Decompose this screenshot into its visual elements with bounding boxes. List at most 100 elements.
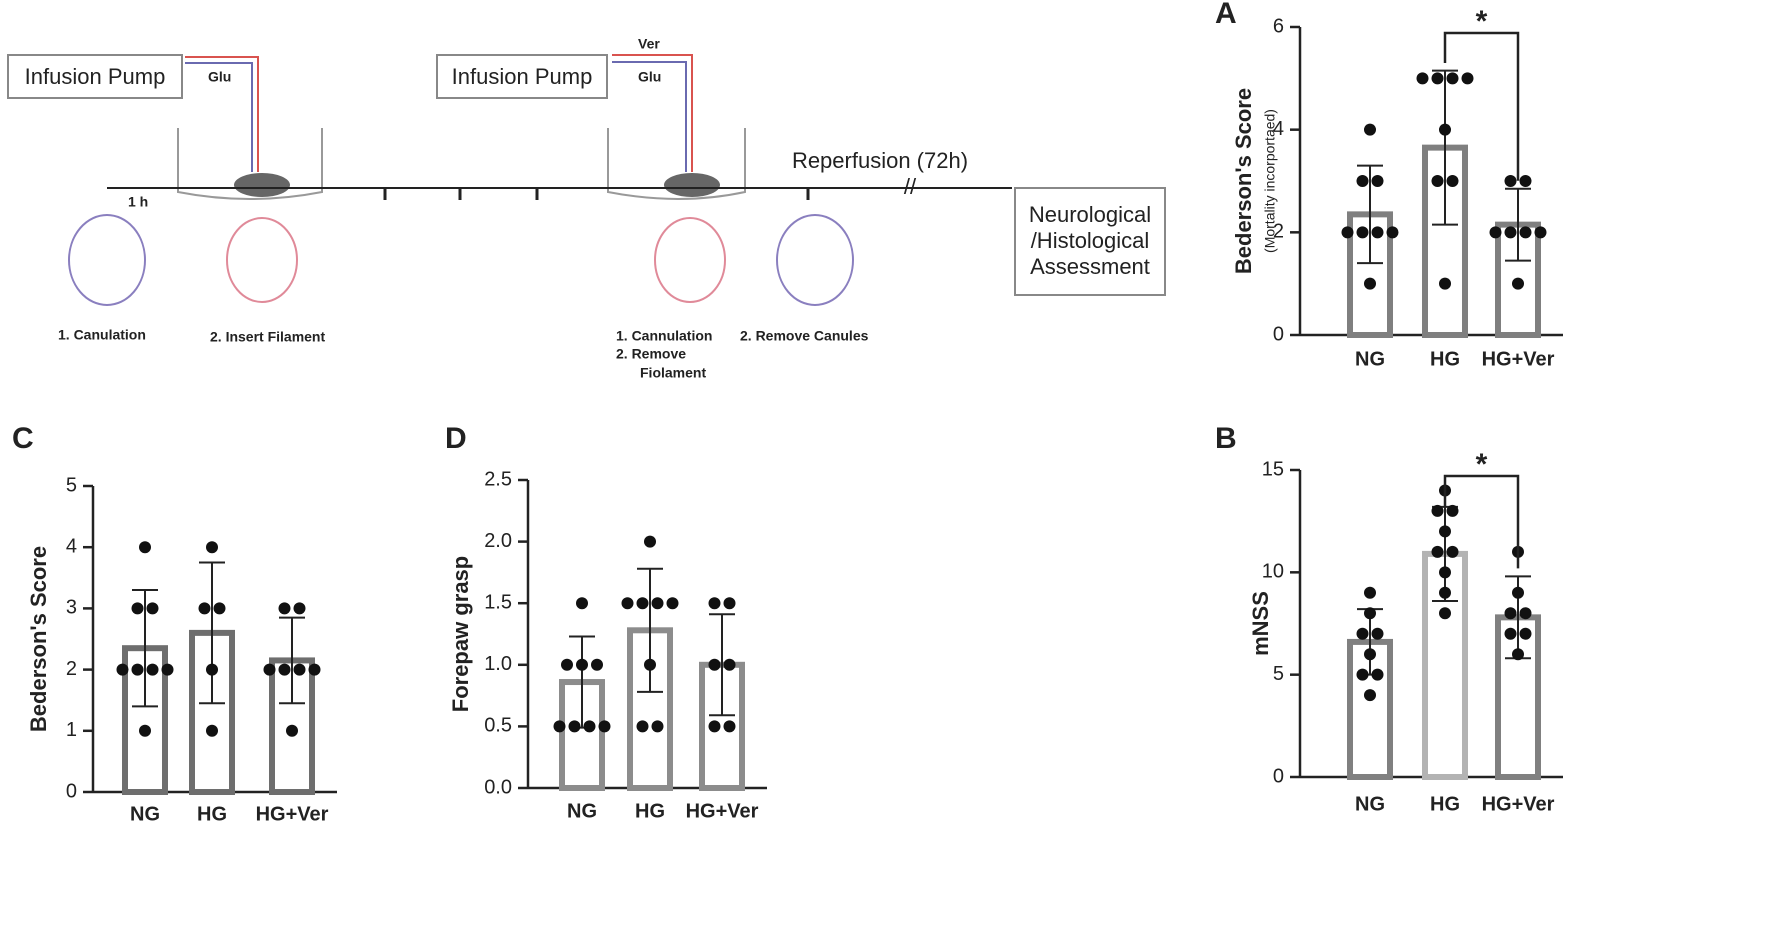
data-point <box>1431 72 1444 85</box>
y-tick-label: 1.5 <box>484 591 512 613</box>
data-point <box>553 720 566 733</box>
pump-box <box>436 54 608 99</box>
label: Neurological <box>1029 202 1151 227</box>
data-point <box>206 724 218 737</box>
y-tick-label: 5 <box>1273 663 1284 685</box>
x-tick-label: HG+Ver <box>1482 793 1555 815</box>
data-point <box>723 597 736 610</box>
data-point <box>1371 226 1384 239</box>
data-point <box>1519 607 1532 620</box>
data-point <box>576 597 588 610</box>
data-point <box>1371 627 1384 640</box>
data-point <box>198 602 211 615</box>
label: 1. Canulation <box>58 327 146 343</box>
label: Reperfusion (72h) <box>792 148 968 173</box>
data-point <box>1446 545 1459 558</box>
data-point <box>139 724 151 737</box>
error-bar <box>637 567 663 693</box>
data-point <box>1371 175 1384 187</box>
data-point <box>1356 175 1369 187</box>
brain <box>226 217 298 303</box>
data-point <box>1356 226 1369 239</box>
significance-label: * <box>1476 448 1488 481</box>
pump-box <box>7 54 183 99</box>
y-tick-label: 1.0 <box>484 653 512 675</box>
data-point <box>651 720 664 733</box>
data-point <box>1439 566 1451 579</box>
data-point <box>1504 627 1517 640</box>
label: // <box>904 174 917 199</box>
panel-label: B <box>1215 422 1237 455</box>
data-point <box>561 658 573 671</box>
data-point <box>644 658 656 671</box>
label: 2. Insert Filament <box>210 329 325 345</box>
data-point <box>1364 586 1376 599</box>
significance-bracket <box>1443 31 1520 181</box>
significance-label: * <box>1476 5 1488 38</box>
data-point <box>636 720 649 733</box>
data-point <box>1364 689 1376 702</box>
data-point <box>206 541 218 554</box>
data-point <box>131 602 144 615</box>
cage <box>607 128 746 200</box>
data-point <box>568 720 581 733</box>
panel-label: A <box>1215 0 1237 30</box>
tube <box>185 62 253 172</box>
data-point <box>293 663 306 676</box>
y-tick-label: 6 <box>1273 15 1284 37</box>
data-point <box>1512 648 1524 661</box>
data-point <box>1341 226 1354 239</box>
data-point <box>1431 175 1444 187</box>
x-tick-label: HG <box>635 800 665 822</box>
data-point <box>723 658 736 671</box>
data-point <box>723 720 736 733</box>
label: 1. Cannulation <box>616 328 712 344</box>
y-axis-label: Forepaw grasp <box>448 556 473 712</box>
data-point <box>1504 226 1517 239</box>
y-tick-label: 2.5 <box>484 468 512 490</box>
y-tick-label: 5 <box>66 474 77 496</box>
data-point <box>1446 72 1459 85</box>
x-tick-label: HG <box>1430 793 1460 815</box>
y-tick-label: 0 <box>1273 323 1284 345</box>
label: Fiolament <box>640 365 706 381</box>
data-point <box>161 663 174 676</box>
y-tick-label: 0.5 <box>484 715 512 737</box>
x-tick-label: HG+Ver <box>1482 348 1555 370</box>
data-point <box>1461 72 1474 85</box>
data-point <box>1519 627 1532 640</box>
data-point <box>644 535 656 548</box>
y-axis-label: Bederson's Score <box>1231 88 1256 274</box>
data-point <box>621 597 634 610</box>
y-tick-label: 15 <box>1262 458 1284 480</box>
label: 2. Remove <box>616 346 686 362</box>
data-point <box>1504 607 1517 620</box>
label: Infusion Pump <box>452 64 593 89</box>
y-tick-label: 3 <box>66 597 77 619</box>
data-point <box>708 658 721 671</box>
tick <box>383 188 810 200</box>
data-point <box>598 720 611 733</box>
tube <box>612 61 687 172</box>
data-point <box>1439 586 1451 599</box>
y-tick-label: 4 <box>66 535 77 557</box>
y-tick-label: 4 <box>1273 118 1284 140</box>
data-point <box>1356 627 1369 640</box>
data-point <box>1439 607 1451 620</box>
y-tick-label: 0 <box>1273 765 1284 787</box>
error-bar <box>279 616 305 705</box>
diagram <box>7 54 1166 306</box>
data-point <box>308 663 321 676</box>
data-point <box>666 597 679 610</box>
data-point <box>146 602 159 615</box>
panel-label: C <box>12 422 34 455</box>
data-point <box>1371 668 1384 681</box>
mouse <box>664 173 720 197</box>
significance-bracket <box>1443 474 1520 569</box>
data-point <box>651 597 664 610</box>
y-tick-label: 2 <box>1273 221 1284 243</box>
error-bar <box>1505 187 1531 262</box>
error-bar <box>199 561 225 705</box>
assessment-box <box>1014 187 1166 296</box>
label: Glu <box>208 69 231 85</box>
